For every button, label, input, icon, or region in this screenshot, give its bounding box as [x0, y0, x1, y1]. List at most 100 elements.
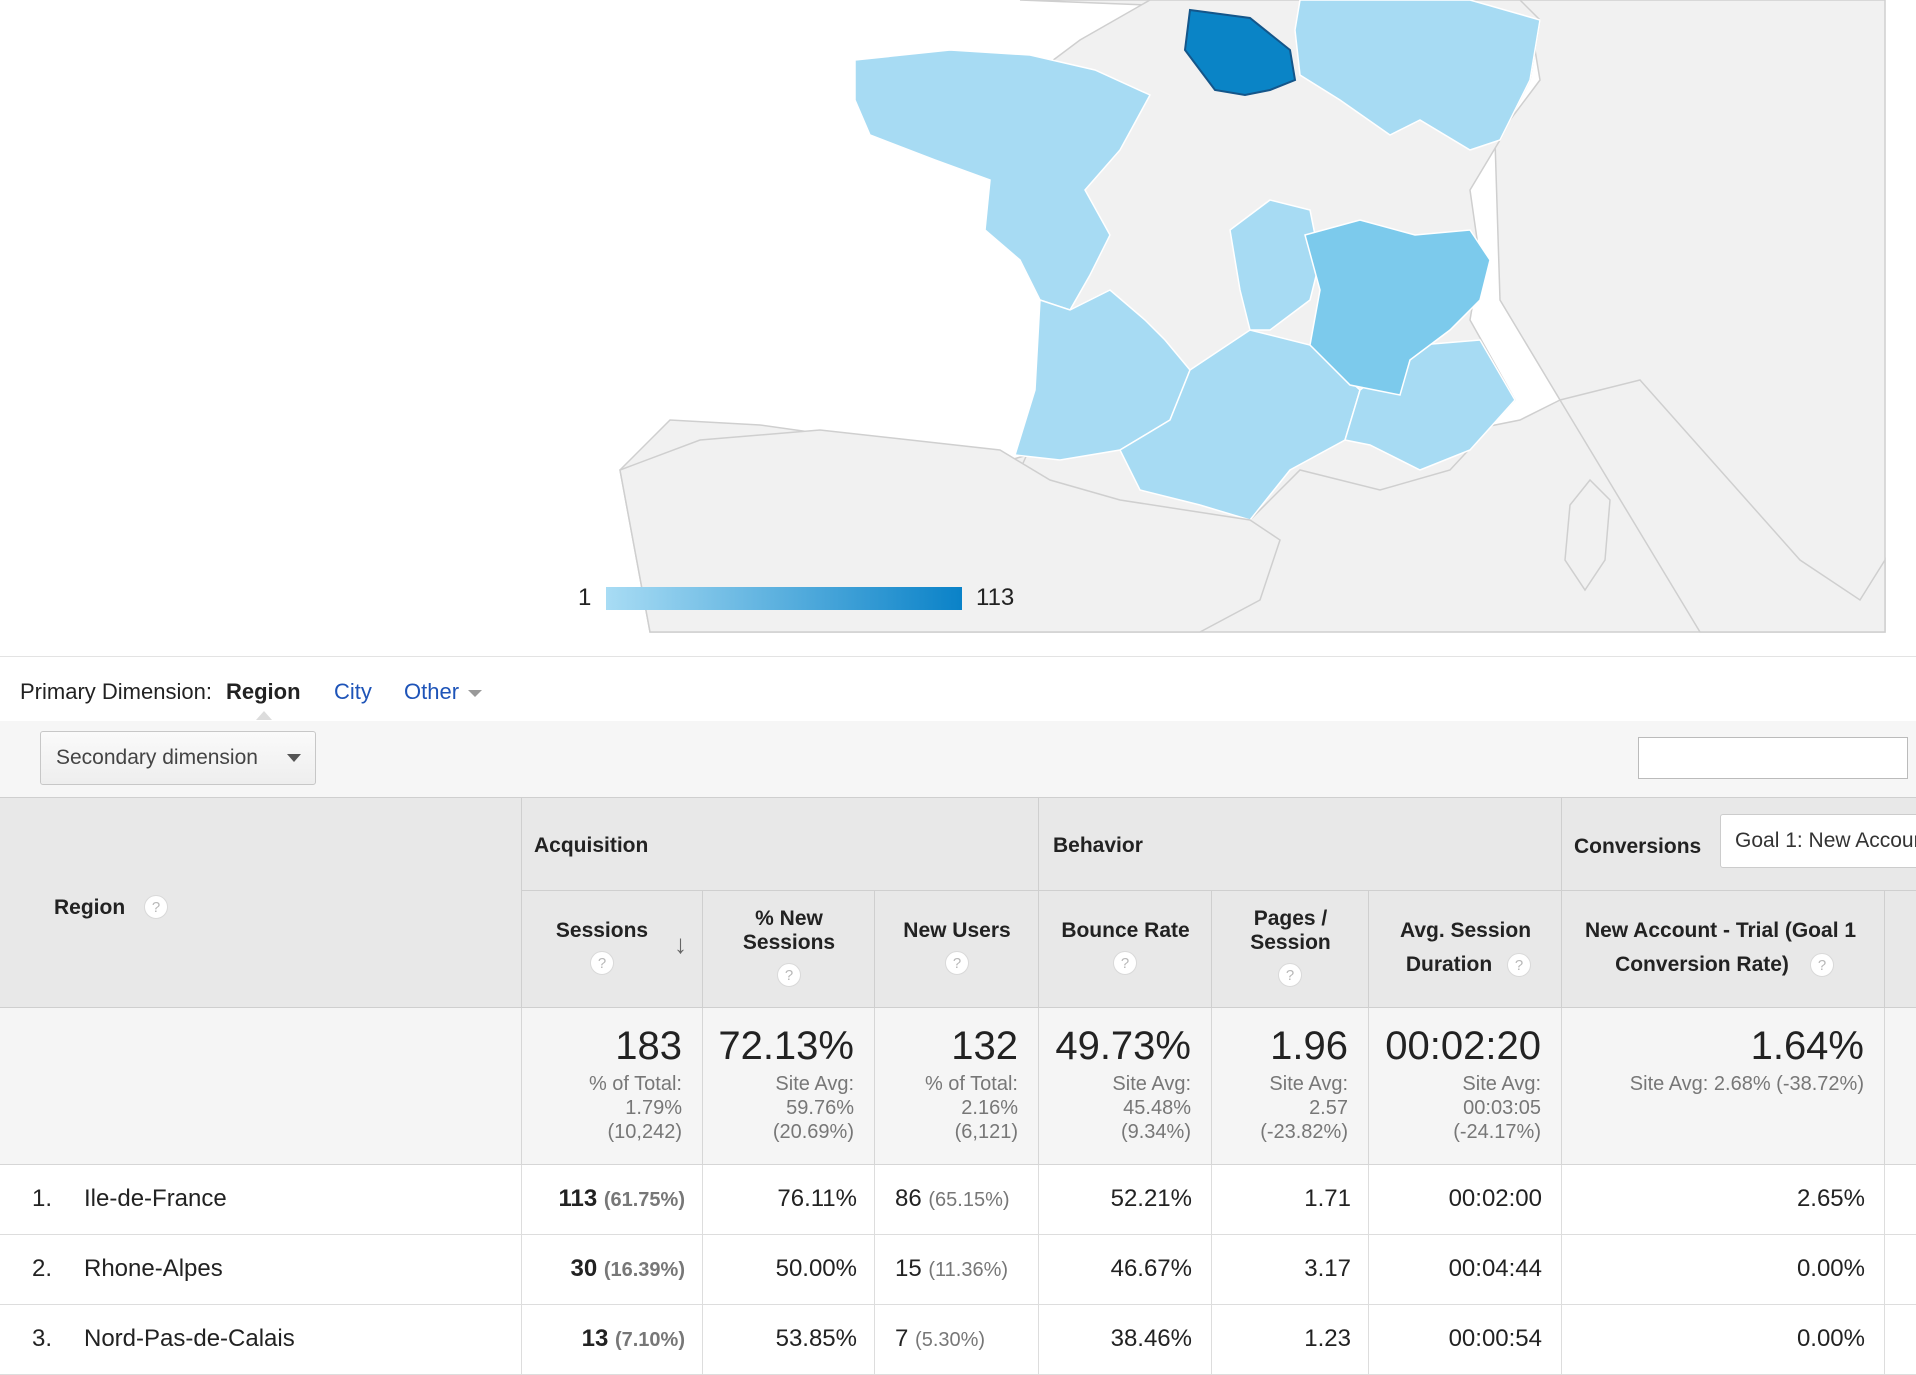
sessions-value: 30	[570, 1255, 598, 1282]
table-cell	[703, 1235, 875, 1305]
table-cell	[1212, 1305, 1369, 1375]
table-cell	[522, 1305, 703, 1375]
help-icon[interactable]: ?	[1113, 951, 1137, 975]
dimension-other-link[interactable]: Other	[404, 679, 460, 704]
table-cell	[1562, 1235, 1885, 1305]
chevron-down-icon[interactable]	[468, 690, 482, 697]
cell-new-users: 86 (65.15%)	[895, 1185, 1010, 1213]
col-pages-session[interactable]: Pages / Session ?	[1212, 891, 1369, 1008]
col-new-users-label: New Users	[903, 919, 1011, 942]
table-cell	[0, 1305, 522, 1375]
table-cell	[875, 1235, 1039, 1305]
cell-pages-session: 1.71	[1304, 1185, 1351, 1212]
total-duration-value: 00:02:20	[1385, 1024, 1541, 1068]
map-land-italy	[1558, 379, 1886, 633]
group-behavior-label: Behavior	[1053, 834, 1143, 857]
total-extra	[1885, 1008, 1916, 1165]
total-new-users-sub-2: 2.16%	[961, 1097, 1018, 1119]
new-users-value: 15	[895, 1255, 922, 1282]
cell-avg-duration: 00:02:00	[1448, 1185, 1542, 1212]
col-new-sessions[interactable]: % New Sessions ?	[703, 891, 875, 1008]
region-link[interactable]: Nord-Pas-de-Calais	[84, 1325, 295, 1352]
table-cell	[0, 1235, 522, 1305]
col-conversion-label-2: Conversion Rate)	[1615, 953, 1789, 976]
group-conversions-label: Conversions	[1574, 835, 1702, 858]
col-new-users[interactable]: New Users ?	[875, 891, 1039, 1008]
group-acquisition: Acquisition	[522, 797, 1039, 891]
totals-label-cell	[0, 1008, 522, 1165]
secondary-dimension-dropdown[interactable]: Secondary dimension	[40, 731, 316, 785]
table-cell	[875, 1165, 1039, 1235]
help-icon[interactable]: ?	[1278, 963, 1302, 987]
col-conversion-rate[interactable]: New Account - Trial (Goal 1 Conversion R…	[1562, 891, 1885, 1008]
help-icon[interactable]: ?	[1810, 953, 1834, 977]
table-cell	[1039, 1165, 1212, 1235]
table-cell	[1369, 1305, 1562, 1375]
help-icon[interactable]: ?	[590, 951, 614, 975]
dimension-city-link[interactable]: City	[334, 679, 372, 704]
sessions-value: 113	[558, 1185, 598, 1212]
secondary-dimension-label: Secondary dimension	[56, 746, 258, 769]
row-index: 2.	[32, 1255, 53, 1282]
table-cell	[1562, 1305, 1885, 1375]
total-conversion-sub: Site Avg: 2.68% (-38.72%)	[1629, 1073, 1864, 1095]
geo-map[interactable]	[0, 0, 1916, 650]
total-conversion-rate: 1.64% Site Avg: 2.68% (-38.72%)	[1562, 1008, 1885, 1165]
dimension-region[interactable]: Region	[226, 679, 301, 704]
col-avg-session-duration[interactable]: Avg. Session Duration ?	[1369, 891, 1562, 1008]
total-pages-value: 1.96	[1270, 1024, 1348, 1068]
table-search-input[interactable]	[1638, 737, 1908, 779]
total-pages-sub-3: (-23.82%)	[1260, 1121, 1348, 1143]
col-sessions-label: Sessions	[555, 919, 649, 942]
table-cell	[1212, 1165, 1369, 1235]
table-cell	[1562, 1165, 1885, 1235]
total-bounce-rate-value: 49.73%	[1055, 1024, 1191, 1068]
col-avg-duration-label-2: Duration	[1405, 953, 1493, 976]
cell-bounce-rate: 38.46%	[1110, 1325, 1192, 1352]
total-bounce-sub-1: Site Avg:	[1112, 1073, 1191, 1095]
cell-pages-session: 3.17	[1304, 1255, 1351, 1282]
region-link[interactable]: Ile-de-France	[84, 1185, 227, 1212]
cell-conversion-rate: 0.00%	[1796, 1325, 1865, 1352]
table-cell	[522, 1165, 703, 1235]
col-pages-session-label-2: Session	[1250, 931, 1331, 954]
total-new-users-sub-1: % of Total:	[924, 1073, 1018, 1095]
cell-new-sessions: 50.00%	[775, 1255, 857, 1282]
col-sessions[interactable]: Sessions ? ↓	[522, 891, 703, 1008]
primary-dimension-label: Primary Dimension:	[20, 679, 212, 704]
help-icon[interactable]: ?	[777, 963, 801, 987]
new-users-percent: (65.15%)	[928, 1189, 1010, 1211]
sessions-value: 13	[581, 1325, 609, 1352]
total-pages-sub-1: Site Avg:	[1269, 1073, 1348, 1095]
cell-avg-duration: 00:00:54	[1448, 1325, 1542, 1352]
sort-descending-icon[interactable]: ↓	[674, 929, 687, 959]
col-new-sessions-label-2: Sessions	[742, 931, 836, 954]
map-region-centre	[1229, 199, 1321, 331]
header-region-cell[interactable]: Region ?	[0, 797, 522, 1008]
help-icon[interactable]: ?	[945, 951, 969, 975]
table-cell	[1885, 1305, 1916, 1375]
group-behavior: Behavior	[1039, 797, 1562, 891]
map-land-spain	[619, 429, 1281, 633]
cell-sessions: 113 (61.75%)	[558, 1185, 685, 1213]
map-region-northeast	[1294, 0, 1541, 151]
region-link[interactable]: Rhone-Alpes	[84, 1255, 223, 1282]
col-bounce-rate[interactable]: Bounce Rate ?	[1039, 891, 1212, 1008]
map-region-northwest	[854, 49, 1152, 311]
active-dimension-caret	[256, 711, 272, 720]
cell-new-users: 15 (11.36%)	[895, 1255, 1008, 1283]
cell-bounce-rate: 46.67%	[1110, 1255, 1192, 1282]
total-new-users-value: 132	[951, 1024, 1018, 1068]
total-new-users-sub-3: (6,121)	[954, 1121, 1018, 1143]
total-new-users: 132 % of Total: 2.16% (6,121)	[875, 1008, 1039, 1165]
total-bounce-sub-3: (9.34%)	[1120, 1121, 1191, 1143]
total-new-sessions: 72.13% Site Avg: 59.76% (20.69%)	[703, 1008, 875, 1165]
help-icon[interactable]: ?	[1507, 953, 1531, 977]
total-sessions-value: 183	[615, 1024, 682, 1068]
cell-pages-session: 1.23	[1304, 1325, 1351, 1352]
cell-sessions: 13 (7.10%)	[582, 1325, 685, 1353]
total-sessions-sub-2: 1.79%	[625, 1097, 682, 1119]
goal-select-dropdown[interactable]: Goal 1: New Account	[1720, 814, 1916, 868]
help-icon[interactable]: ?	[144, 895, 168, 919]
sessions-percent: (16.39%)	[603, 1259, 685, 1281]
